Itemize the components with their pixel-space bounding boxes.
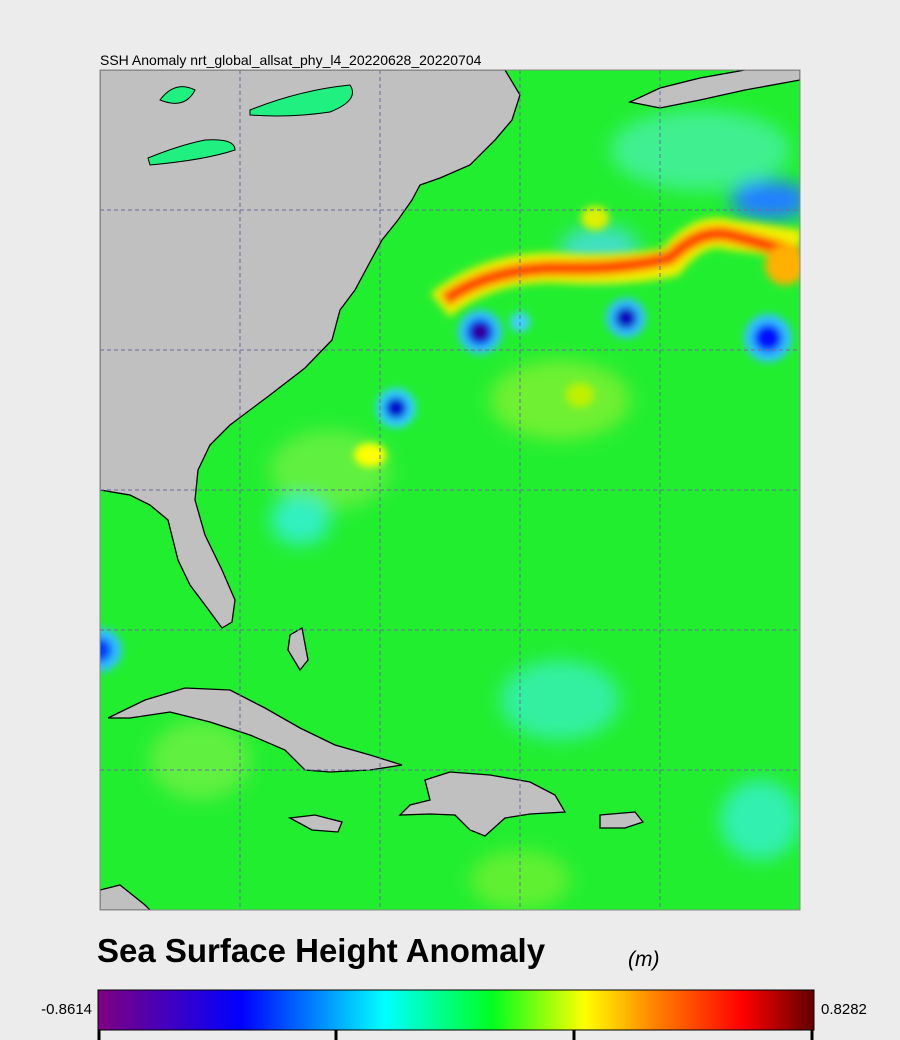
graticule (100, 70, 800, 910)
map-title: SSH Anomaly nrt_global_allsat_phy_l4_202… (100, 52, 482, 68)
colorbar-ticks (97, 1030, 814, 1040)
colorbar-min: -0.8614 (41, 1001, 92, 1018)
colorbar-unit: (m) (628, 948, 659, 971)
colorbar-max: 0.8282 (821, 1001, 867, 1018)
map (100, 70, 800, 910)
map-frame (99, 69, 801, 911)
colorbar (97, 989, 815, 1031)
anomaly-field (150, 110, 800, 910)
gulf-stream (354, 206, 800, 467)
colorbar-title: Sea Surface Height Anomaly (97, 932, 546, 969)
